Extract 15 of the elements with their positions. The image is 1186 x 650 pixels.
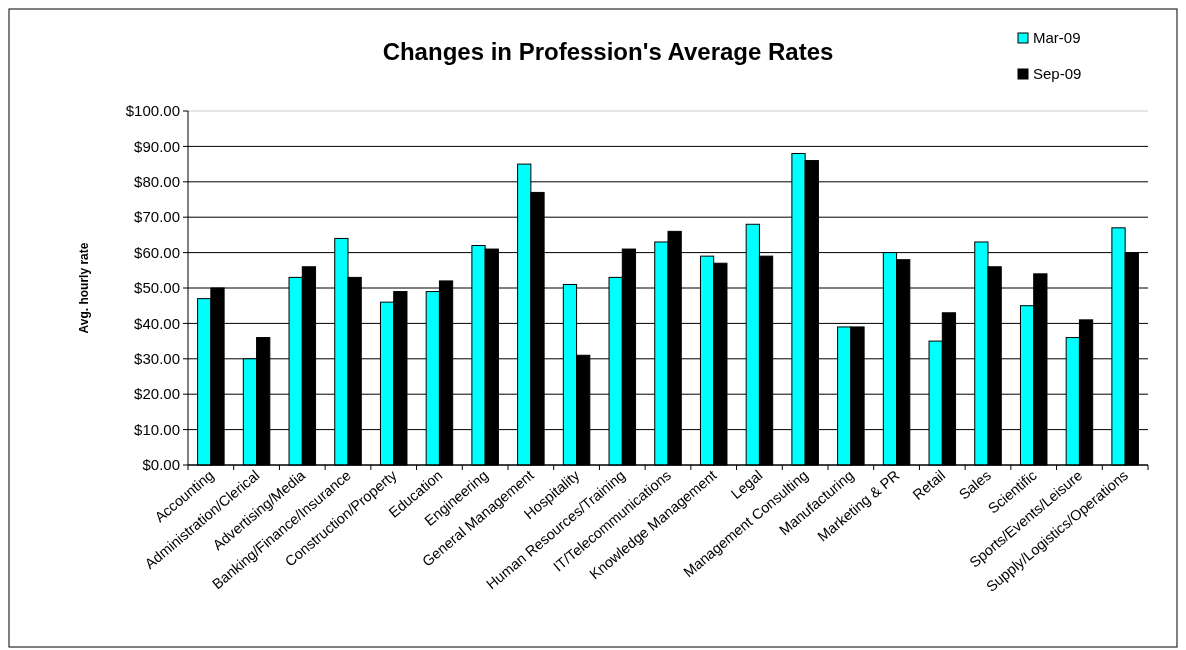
y-tick-label: $0.00 [142,456,180,474]
y-tick-label: $30.00 [134,350,180,368]
y-tick-label: $40.00 [134,314,180,332]
y-tick-label: $100.00 [125,102,180,120]
y-axis-title: Avg. hourly rate [77,242,91,334]
y-tick-label: $60.00 [134,243,180,261]
y-tick-label: $80.00 [134,173,180,191]
y-tick-label: $10.00 [134,420,180,438]
y-tick-label: $50.00 [134,279,180,297]
legend-label: Sep-09 [1033,65,1082,82]
chart-title: Changes in Profession's Average Rates [382,38,834,65]
y-tick-label: $70.00 [134,208,180,226]
y-tick-label: $90.00 [134,137,180,155]
legend-label: Mar-09 [1033,29,1081,46]
y-tick-label: $20.00 [134,385,180,403]
